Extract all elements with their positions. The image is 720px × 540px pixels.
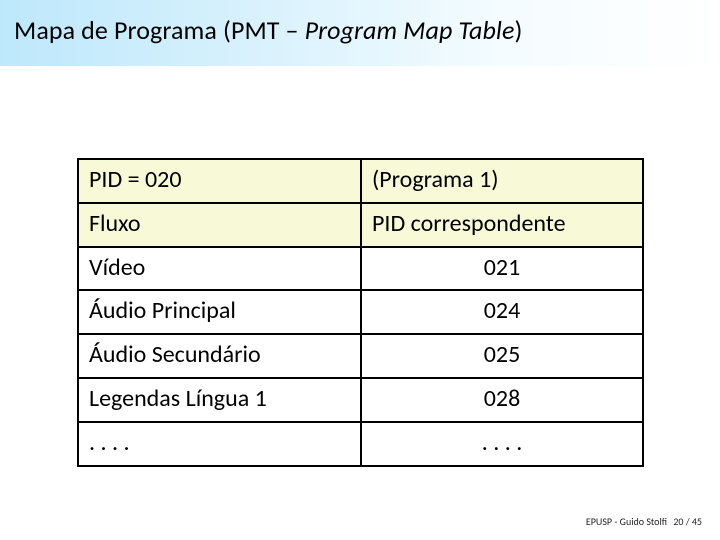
row0-right: 021 xyxy=(361,247,643,291)
row2-right: 025 xyxy=(361,334,643,378)
footer-page-current: 20 xyxy=(673,515,683,528)
row2-left: Áudio Secundário xyxy=(78,334,361,378)
row3-left: Legendas Língua 1 xyxy=(78,378,361,422)
title-pre: Mapa de Programa (PMT – xyxy=(14,14,305,46)
table-row: Legendas Língua 1 028 xyxy=(78,378,643,422)
row1-right: 024 xyxy=(361,290,643,334)
pmt-table: PID = 020 (Programa 1) Fluxo PID corresp… xyxy=(77,158,644,467)
header2-left: Fluxo xyxy=(78,203,361,247)
slide-footer: EPUSP - Guido Stolfi 20 / 45 xyxy=(586,515,702,528)
row1-left: Áudio Principal xyxy=(78,290,361,334)
footer-page-sep: / xyxy=(686,515,690,528)
table-header-row-2: Fluxo PID correspondente xyxy=(78,203,643,247)
footer-credit: EPUSP - Guido Stolfi xyxy=(586,515,667,528)
slide: Mapa de Programa (PMT – Program Map Tabl… xyxy=(0,0,720,540)
table-row: Áudio Secundário 025 xyxy=(78,334,643,378)
footer-page-total: 45 xyxy=(692,515,702,528)
table-row: . . . . . . . . xyxy=(78,422,643,466)
title-band: Mapa de Programa (PMT – Program Map Tabl… xyxy=(0,0,720,66)
row4-right: . . . . xyxy=(361,422,643,466)
header2-right: PID correspondente xyxy=(361,203,643,247)
table-row: Áudio Principal 024 xyxy=(78,290,643,334)
table-header-row-1: PID = 020 (Programa 1) xyxy=(78,159,643,203)
row4-left: . . . . xyxy=(78,422,361,466)
header1-right: (Programa 1) xyxy=(361,159,643,203)
table-row: Vídeo 021 xyxy=(78,247,643,291)
header1-left: PID = 020 xyxy=(78,159,361,203)
row3-right: 028 xyxy=(361,378,643,422)
slide-title: Mapa de Programa (PMT – Program Map Tabl… xyxy=(14,14,522,46)
title-italic: Program Map Table xyxy=(305,14,515,46)
title-post: ) xyxy=(515,14,523,46)
row0-left: Vídeo xyxy=(78,247,361,291)
